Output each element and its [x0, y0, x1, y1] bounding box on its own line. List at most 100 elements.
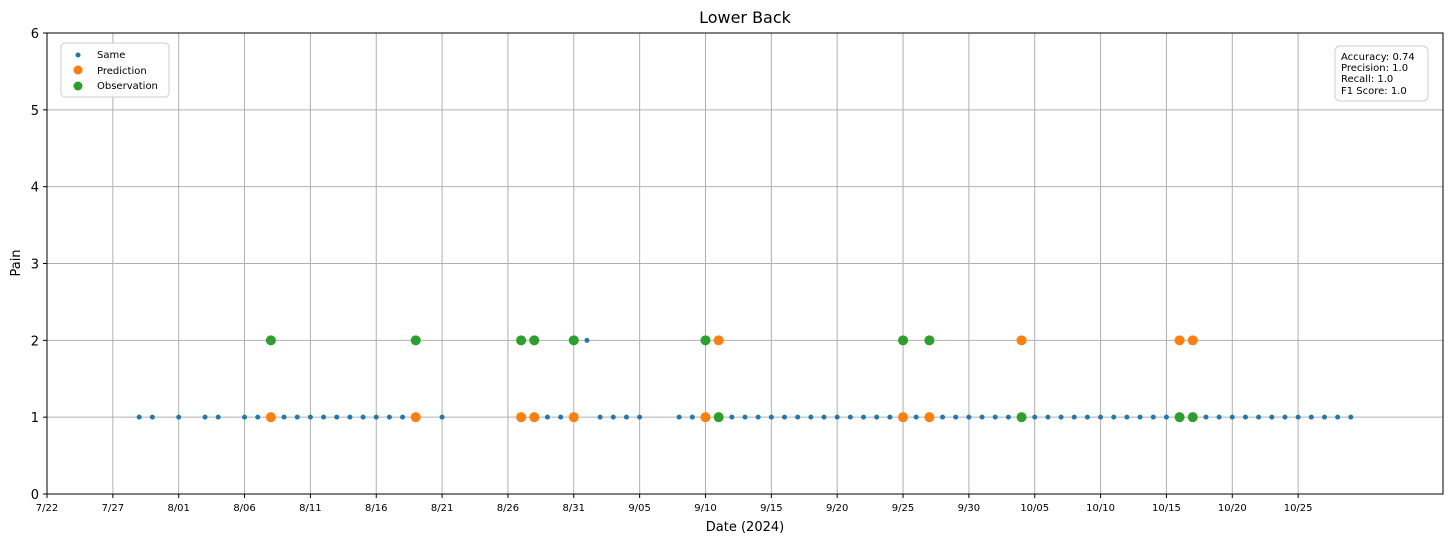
data-point-prediction: [924, 412, 935, 423]
data-point-same: [755, 414, 761, 420]
x-axis-label: Date (2024): [706, 520, 784, 535]
data-point-same: [584, 337, 590, 343]
data-point-same: [1256, 414, 1262, 420]
metrics-box: Accuracy: 0.74 Precision: 1.0 Recall: 1.…: [1334, 45, 1429, 102]
x-tick-label: 8/21: [431, 503, 453, 514]
data-point-same: [347, 414, 353, 420]
data-point-same: [953, 414, 959, 420]
metric-precision: Precision: 1.0: [1341, 63, 1408, 74]
metrics-box-frame: [1334, 45, 1429, 102]
data-point-same: [1269, 414, 1275, 420]
data-point-same: [729, 414, 735, 420]
x-tick-label: 8/26: [497, 503, 519, 514]
x-tick-label: 8/31: [563, 503, 585, 514]
data-point-observation: [898, 335, 909, 346]
data-point-observation: [516, 335, 527, 346]
y-tick-label: 0: [31, 488, 39, 503]
y-tick-label: 1: [31, 411, 39, 426]
data-point-same: [1242, 414, 1248, 420]
data-point-same: [768, 414, 774, 420]
legend-marker-observation: [73, 81, 83, 91]
data-point-same: [1005, 414, 1011, 420]
data-point-same: [782, 414, 788, 420]
data-point-same: [255, 414, 261, 420]
data-point-same: [386, 414, 392, 420]
data-point-prediction: [1187, 335, 1198, 346]
data-point-same: [887, 414, 893, 420]
data-point-same: [321, 414, 327, 420]
data-point-same: [1124, 414, 1130, 420]
data-point-same: [544, 414, 550, 420]
data-point-same: [742, 414, 748, 420]
data-point-same: [1084, 414, 1090, 420]
data-point-prediction: [410, 412, 421, 423]
data-point-observation: [1174, 412, 1185, 423]
data-point-prediction: [1016, 335, 1027, 346]
x-tick-label: 10/20: [1218, 503, 1247, 514]
data-point-same: [1308, 414, 1314, 420]
x-tick-label: 7/27: [102, 503, 124, 514]
data-point-same: [360, 414, 366, 420]
legend-label-same: Same: [97, 50, 125, 61]
data-point-same: [676, 414, 682, 420]
data-point-same: [1335, 414, 1341, 420]
data-point-prediction: [1174, 335, 1185, 346]
data-point-same: [821, 414, 827, 420]
x-tick-label: 8/11: [299, 503, 321, 514]
x-tick-label: 9/05: [628, 503, 650, 514]
data-point-same: [966, 414, 972, 420]
data-point-same: [808, 414, 814, 420]
metric-accuracy: Accuracy: 0.74: [1341, 52, 1415, 63]
data-point-observation: [529, 335, 540, 346]
data-point-same: [242, 414, 248, 420]
data-point-same: [1071, 414, 1077, 420]
y-tick-label: 3: [31, 258, 39, 273]
data-point-prediction: [898, 412, 909, 423]
y-tick-label: 4: [31, 181, 39, 196]
x-tick-label: 9/30: [958, 503, 980, 514]
data-point-same: [1321, 414, 1327, 420]
data-point-same: [847, 414, 853, 420]
data-point-same: [1295, 414, 1301, 420]
y-axis-label: Pain: [9, 249, 24, 276]
data-point-observation: [1016, 412, 1027, 423]
data-point-same: [940, 414, 946, 420]
metric-recall: Recall: 1.0: [1341, 74, 1393, 85]
x-tick-label: 10/05: [1020, 503, 1049, 514]
data-point-observation: [700, 335, 711, 346]
y-tick-label: 2: [31, 334, 39, 349]
data-point-same: [1032, 414, 1038, 420]
data-point-same: [1163, 414, 1169, 420]
legend-label-prediction: Prediction: [97, 66, 147, 77]
data-point-observation: [265, 335, 276, 346]
x-tick-label: 9/20: [826, 503, 848, 514]
legend-marker-same: [75, 52, 81, 58]
data-point-observation: [568, 335, 579, 346]
data-point-same: [597, 414, 603, 420]
data-point-same: [1203, 414, 1209, 420]
data-point-same: [1282, 414, 1288, 420]
x-tick-label: 9/25: [892, 503, 914, 514]
data-point-observation: [713, 412, 724, 423]
data-point-same: [334, 414, 340, 420]
data-point-same: [1137, 414, 1143, 420]
y-tick-label: 5: [31, 104, 39, 119]
data-point-same: [215, 414, 221, 420]
legend-marker-prediction: [73, 65, 83, 75]
data-point-same: [1111, 414, 1117, 420]
x-tick-label: 9/15: [760, 503, 782, 514]
x-tick-label: 7/22: [36, 503, 58, 514]
data-points: [136, 335, 1354, 423]
data-point-same: [176, 414, 182, 420]
data-point-same: [1229, 414, 1235, 420]
data-point-observation: [924, 335, 935, 346]
data-point-same: [795, 414, 801, 420]
data-point-same: [992, 414, 998, 420]
data-point-same: [610, 414, 616, 420]
legend-label-observation: Observation: [97, 81, 158, 92]
data-point-same: [1150, 414, 1156, 420]
metric-f1-score: F1 Score: 1.0: [1341, 86, 1407, 97]
x-tick-label: 8/16: [365, 503, 387, 514]
